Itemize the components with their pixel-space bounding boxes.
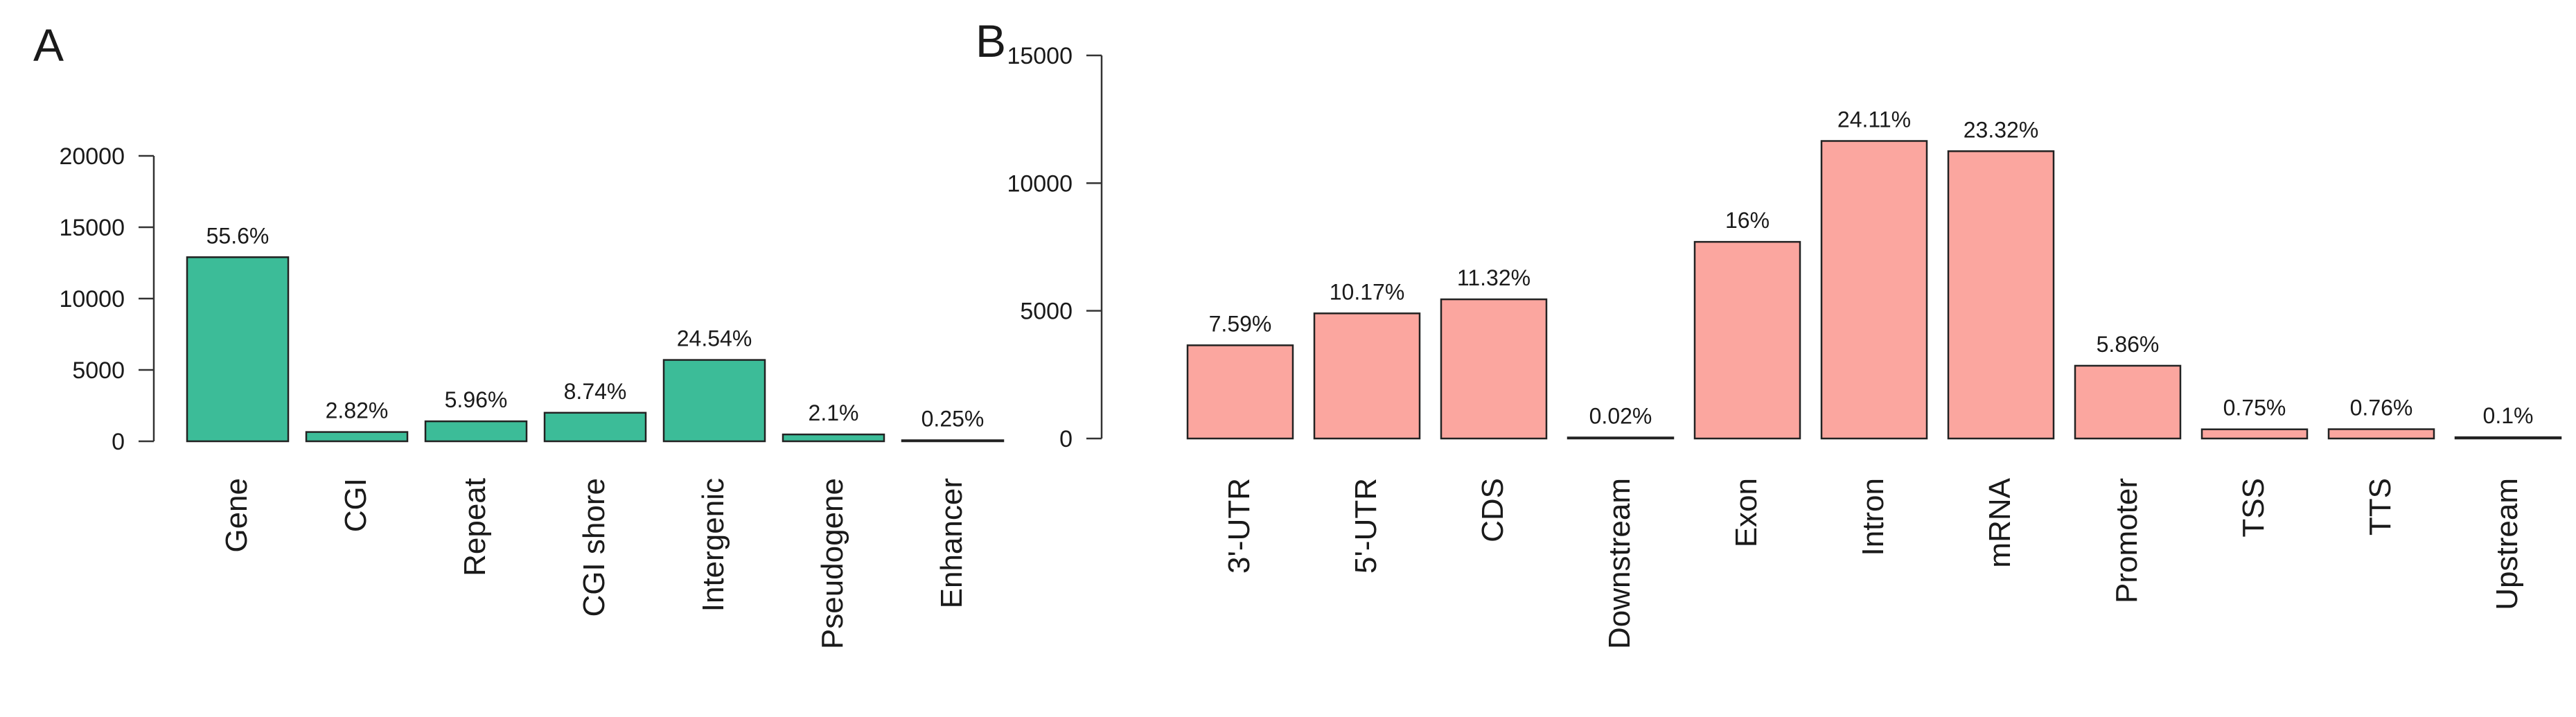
panel-b-data-labels: 7.59% 10.17% 11.32% 0.02% 16% 24.11% 23.32% 5.8… xyxy=(1209,107,2534,429)
panel-b-x-tick-label-downstream: Downstream xyxy=(1603,478,1637,649)
panel-b: B 0 5000 10000 15000 7.59% 10.17% 11.32% 0.02%… xyxy=(976,15,2562,649)
panel-b-bar-downstream xyxy=(1567,436,1675,440)
panel-b-x-tick-labels: 3'-UTR 5'-UTR CDS Downstream Exon Intron mRNA P… xyxy=(1222,477,2524,649)
panel-a-bar-pseudogene xyxy=(782,433,885,443)
panel-a-x-tick-label-cgi: CGI xyxy=(339,478,373,532)
panel-b-bar-mrna xyxy=(1947,150,2055,440)
panel-b-x-tick-label-promoter: Promoter xyxy=(2110,478,2144,603)
panel-b-y-axis: 0 5000 10000 15000 xyxy=(1007,43,1103,452)
panel-b-x-tick-label-3-utr: 3'-UTR xyxy=(1222,478,1256,574)
panel-b-data-label-exon: 16% xyxy=(1725,208,1770,233)
panel-b-bar-upstream xyxy=(2454,436,2562,440)
panel-b-y-tick-label: 0 xyxy=(1059,426,1073,452)
panel-b-x-tick-label-tts: TTS xyxy=(2363,478,2397,535)
panel-a-y-axis: 0 5000 10000 15000 20000 xyxy=(59,143,155,455)
panel-a-bar-repeat xyxy=(424,420,528,443)
panel-a-data-label-pseudogene: 2.1% xyxy=(809,400,859,425)
panel-b-data-label-downstream: 0.02% xyxy=(1589,404,1652,429)
panel-b-data-label-tts: 0.76% xyxy=(2350,396,2413,421)
panel-a-y-tick-label: 20000 xyxy=(59,143,125,170)
panel-a-y-tick-label: 5000 xyxy=(72,357,125,384)
panel-b-data-label-3-utr: 7.59% xyxy=(1209,311,1272,336)
panel-b-letter: B xyxy=(976,15,1006,67)
panel-b-data-label-upstream: 0.1% xyxy=(2483,403,2534,428)
panel-a-letter: A xyxy=(33,19,64,71)
panel-b-bar-3-utr xyxy=(1186,344,1294,440)
panel-a-x-tick-labels: Gene CGI Repeat CGI shore Intergenic Pseudoge… xyxy=(220,478,969,649)
panel-b-x-tick-label-exon: Exon xyxy=(1729,478,1763,547)
panel-a-bar-cgi xyxy=(305,431,409,443)
panel-a-bars xyxy=(186,256,1005,443)
panel-a: A 0 5000 10000 15000 20000 55.6% 2.82% 5.96% 8.… xyxy=(33,19,1005,649)
panel-b-bar-exon xyxy=(1693,240,1801,440)
panel-a-x-tick-label-intergenic: Intergenic xyxy=(696,478,730,612)
panel-a-data-labels: 55.6% 2.82% 5.96% 8.74% 24.54% 2.1% 0.25% xyxy=(206,223,985,431)
panel-a-y-tick-label: 10000 xyxy=(59,286,125,312)
panel-b-x-tick-label-mrna: mRNA xyxy=(1983,477,2017,567)
panel-b-bar-tts xyxy=(2327,428,2435,440)
panel-a-data-label-enhancer: 0.25% xyxy=(921,407,985,432)
panel-a-bar-gene xyxy=(186,256,290,443)
panel-a-bar-cgi-shore xyxy=(543,411,647,443)
panel-b-data-label-tss: 0.75% xyxy=(2223,396,2286,421)
panel-a-data-label-cgi: 2.82% xyxy=(326,398,389,423)
panel-b-y-tick-label: 10000 xyxy=(1007,170,1073,197)
panel-b-bars xyxy=(1186,140,2562,440)
panel-a-bar-enhancer xyxy=(901,439,1005,443)
panel-b-x-tick-label-intron: Intron xyxy=(1856,478,1890,556)
panel-a-x-tick-label-repeat: Repeat xyxy=(458,478,492,576)
panel-b-data-label-5-utr: 10.17% xyxy=(1330,279,1405,304)
panel-b-data-label-intron: 24.11% xyxy=(1837,107,1911,132)
panel-b-x-tick-label-5-utr: 5'-UTR xyxy=(1349,478,1383,574)
panel-a-x-tick-label-gene: Gene xyxy=(220,478,254,553)
panel-a-data-label-intergenic: 24.54% xyxy=(677,326,752,351)
panel-a-y-tick-label: 15000 xyxy=(59,215,125,241)
panel-b-bar-5-utr xyxy=(1313,312,1421,440)
panel-a-x-tick-label-pseudogene: Pseudogene xyxy=(815,478,849,649)
panel-a-bar-intergenic xyxy=(662,359,766,443)
panel-b-data-label-cds: 11.32% xyxy=(1457,265,1530,290)
panel-b-x-tick-label-upstream: Upstream xyxy=(2490,478,2524,610)
panel-a-data-label-repeat: 5.96% xyxy=(445,387,508,412)
panel-b-bar-cds xyxy=(1440,298,1548,440)
panel-b-y-tick-label: 15000 xyxy=(1007,43,1073,69)
panel-a-data-label-cgi-shore: 8.74% xyxy=(564,379,627,404)
panel-a-data-label-gene: 55.6% xyxy=(206,223,270,248)
panel-b-bar-intron xyxy=(1820,140,1928,440)
panel-a-x-tick-label-cgi-shore: CGI shore xyxy=(577,478,611,617)
panel-b-x-tick-label-tss: TSS xyxy=(2237,478,2270,538)
panel-b-data-label-promoter: 5.86% xyxy=(2097,332,2160,357)
panel-b-x-tick-label-cds: CDS xyxy=(1476,478,1510,542)
panel-b-y-tick-label: 5000 xyxy=(1020,299,1073,325)
panel-a-x-tick-label-enhancer: Enhancer xyxy=(935,478,969,608)
panel-b-data-label-mrna: 23.32% xyxy=(1964,117,2039,142)
panel-a-y-tick-label: 0 xyxy=(112,429,125,455)
panel-b-bar-tss xyxy=(2200,428,2309,440)
panel-b-bar-promoter xyxy=(2074,364,2182,440)
